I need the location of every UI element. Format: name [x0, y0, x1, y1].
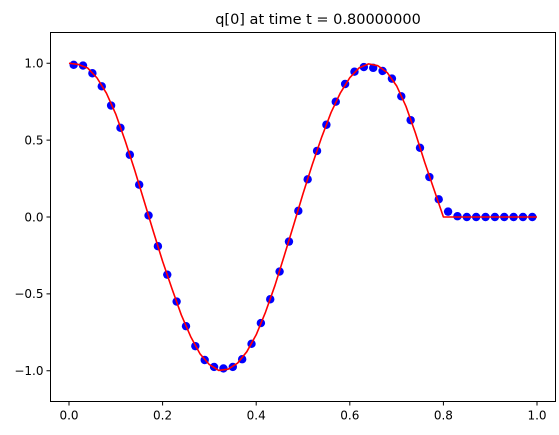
x-tick-label: 0.2 — [153, 409, 172, 423]
axes-frame — [50, 32, 556, 402]
chart-title: q[0] at time t = 0.80000000 — [215, 12, 421, 28]
x-tick-label: 0.8 — [434, 409, 453, 423]
y-tick-label: 0.0 — [24, 210, 43, 224]
data-point — [69, 60, 78, 69]
data-point — [378, 66, 387, 76]
y-tick-label: −1.0 — [14, 364, 43, 378]
y-tick-label: 0.5 — [24, 133, 43, 147]
x-tick-label: 0.6 — [340, 409, 359, 423]
y-tick-label: 1.0 — [24, 57, 43, 71]
data-point — [219, 364, 228, 373]
data-point — [237, 355, 247, 364]
x-tick-label: 1.0 — [527, 409, 546, 423]
axis-ticks: 0.0 0.2 0.4 0.6 0.8 1.0 −1.0 −0.5 0.0 0.5 1.0 — [14, 57, 546, 423]
plot-area — [68, 60, 538, 373]
x-tick-label: 0.0 — [59, 409, 78, 423]
y-tick-label: −0.5 — [14, 287, 43, 301]
data-point — [443, 207, 453, 216]
x-tick-label: 0.4 — [247, 409, 266, 423]
series-line — [68, 62, 538, 372]
